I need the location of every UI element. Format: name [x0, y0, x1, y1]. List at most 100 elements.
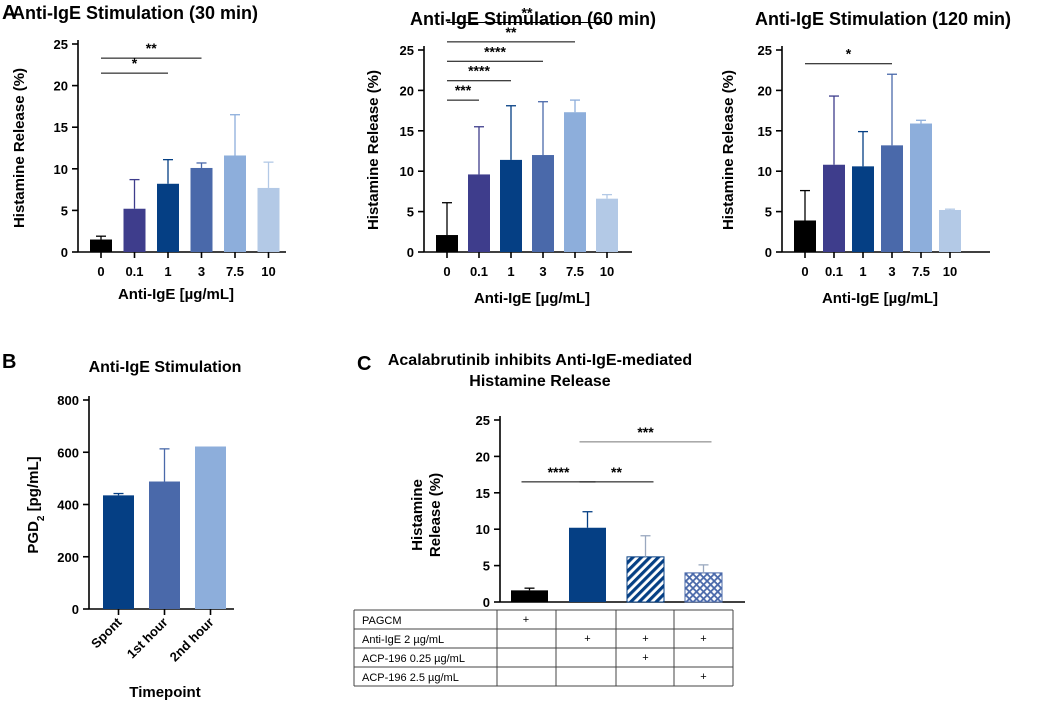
bar [823, 164, 845, 252]
bar [684, 572, 723, 603]
significance-label: ** [146, 40, 157, 56]
chart-title: Anti-IgE Stimulation (120 min) [755, 9, 1011, 29]
bar [939, 209, 961, 252]
x-tick-label: 7.5 [566, 264, 584, 279]
x-tick-label: 7.5 [912, 264, 930, 279]
bar [224, 155, 246, 252]
table-mark: + [642, 652, 648, 664]
bar [257, 187, 280, 252]
table-row-label: PAGCM [362, 615, 402, 627]
x-tick-label: 0 [443, 264, 450, 279]
x-tick-label: 0.1 [125, 264, 143, 279]
y-tick-label: 25 [758, 43, 772, 58]
chart-b: B Anti-IgE Stimulation 0 200 400 600 800 Spont 1… [2, 351, 241, 701]
y-tick-label: 15 [476, 486, 490, 501]
bar [123, 208, 146, 252]
x-tick-label: 0 [801, 264, 808, 279]
x-tick-label: 3 [539, 264, 546, 279]
x-tick-label: 1 [164, 264, 171, 279]
y-axis-label: Histamine Release (%) [365, 70, 382, 230]
x-tick-label: 3 [198, 264, 205, 279]
bar [569, 527, 606, 602]
y-tick-label: 0 [61, 245, 68, 260]
x-axis-label: Anti-IgE [µg/mL] [118, 286, 234, 303]
x-tick-label: 0.1 [470, 264, 488, 279]
chart-title-line1: Acalabrutinib inhibits Anti-IgE-mediated [388, 352, 692, 369]
bar [626, 556, 665, 603]
bar [103, 495, 134, 609]
significance-label: * [132, 55, 138, 71]
x-tick-label: 0 [97, 264, 104, 279]
y-tick-label: 5 [61, 203, 68, 218]
y-tick-label: 0 [765, 245, 772, 260]
panel-label-a: A [2, 2, 16, 24]
bar [532, 155, 554, 252]
y-tick-label: 5 [407, 205, 414, 220]
significance-label: ** [506, 24, 517, 40]
y-axis-label-line1: Histamine [409, 479, 426, 551]
significance-label: ** [522, 5, 533, 21]
y-tick-label: 25 [54, 37, 68, 52]
bar [881, 145, 903, 252]
y-tick-label: 20 [476, 449, 490, 464]
x-tick-label: 2nd hour [167, 615, 217, 665]
y-tick-label: 10 [476, 522, 490, 537]
significance-label: * [846, 46, 852, 62]
panel-label-c: C [357, 353, 371, 375]
x-tick-label: Spont [88, 614, 125, 651]
y-tick-label: 10 [54, 162, 68, 177]
bar [596, 198, 618, 252]
panel-label-b: B [2, 351, 16, 373]
x-tick-label: 7.5 [226, 264, 244, 279]
y-tick-label: 600 [57, 445, 79, 460]
x-tick-label: 3 [888, 264, 895, 279]
chart-title: Anti-IgE Stimulation (30 min) [12, 3, 258, 23]
y-tick-label: 20 [758, 83, 772, 98]
x-axis-label: Timepoint [129, 684, 200, 701]
bar [468, 174, 490, 252]
table-mark: + [523, 614, 529, 626]
y-tick-label: 25 [476, 413, 490, 428]
chart-title: Anti-IgE Stimulation (60 min) [410, 9, 656, 29]
table-mark: + [584, 633, 590, 645]
significance-label: ** [611, 464, 622, 480]
x-axis-label: Anti-IgE [µg/mL] [822, 290, 938, 307]
chart-a3: Anti-IgE Stimulation (120 min)0510152025… [720, 9, 1011, 307]
x-tick-label: 10 [261, 264, 275, 279]
bar [149, 481, 180, 609]
x-tick-label: 1 [507, 264, 514, 279]
bar [500, 159, 522, 252]
x-tick-label: 1 [859, 264, 866, 279]
y-tick-label: 5 [483, 559, 490, 574]
y-axis-label: Histamine Release (%) [11, 68, 28, 228]
y-tick-label: 10 [758, 164, 772, 179]
y-tick-label: 15 [54, 120, 68, 135]
y-tick-label: 10 [400, 164, 414, 179]
chart-title: Anti-IgE Stimulation [89, 359, 242, 376]
table-mark: + [642, 633, 648, 645]
y-axis-label: PGD2 [pg/mL] [25, 456, 47, 553]
x-tick-label: 10 [943, 264, 957, 279]
y-tick-label: 15 [400, 124, 414, 139]
significance-label: **** [468, 63, 490, 79]
bar [852, 166, 874, 252]
y-tick-label: 200 [57, 550, 79, 565]
table-row-label: ACP-196 2.5 µg/mL [362, 672, 459, 684]
y-axis-label-sub: 2 [36, 515, 47, 521]
bar [511, 590, 548, 602]
y-tick-label: 20 [54, 79, 68, 94]
table-mark: + [700, 671, 706, 683]
significance-label: *** [455, 82, 472, 98]
y-tick-label: 25 [400, 43, 414, 58]
y-tick-label: 400 [57, 498, 79, 513]
bar [436, 235, 458, 252]
y-axis-label-main: PGD [25, 521, 42, 554]
significance-label: *** [637, 424, 654, 440]
bar [157, 183, 179, 252]
y-axis-label-line2: Release (%) [427, 473, 444, 557]
y-axis-label-unit: [pg/mL] [25, 456, 42, 515]
bar [195, 446, 226, 609]
